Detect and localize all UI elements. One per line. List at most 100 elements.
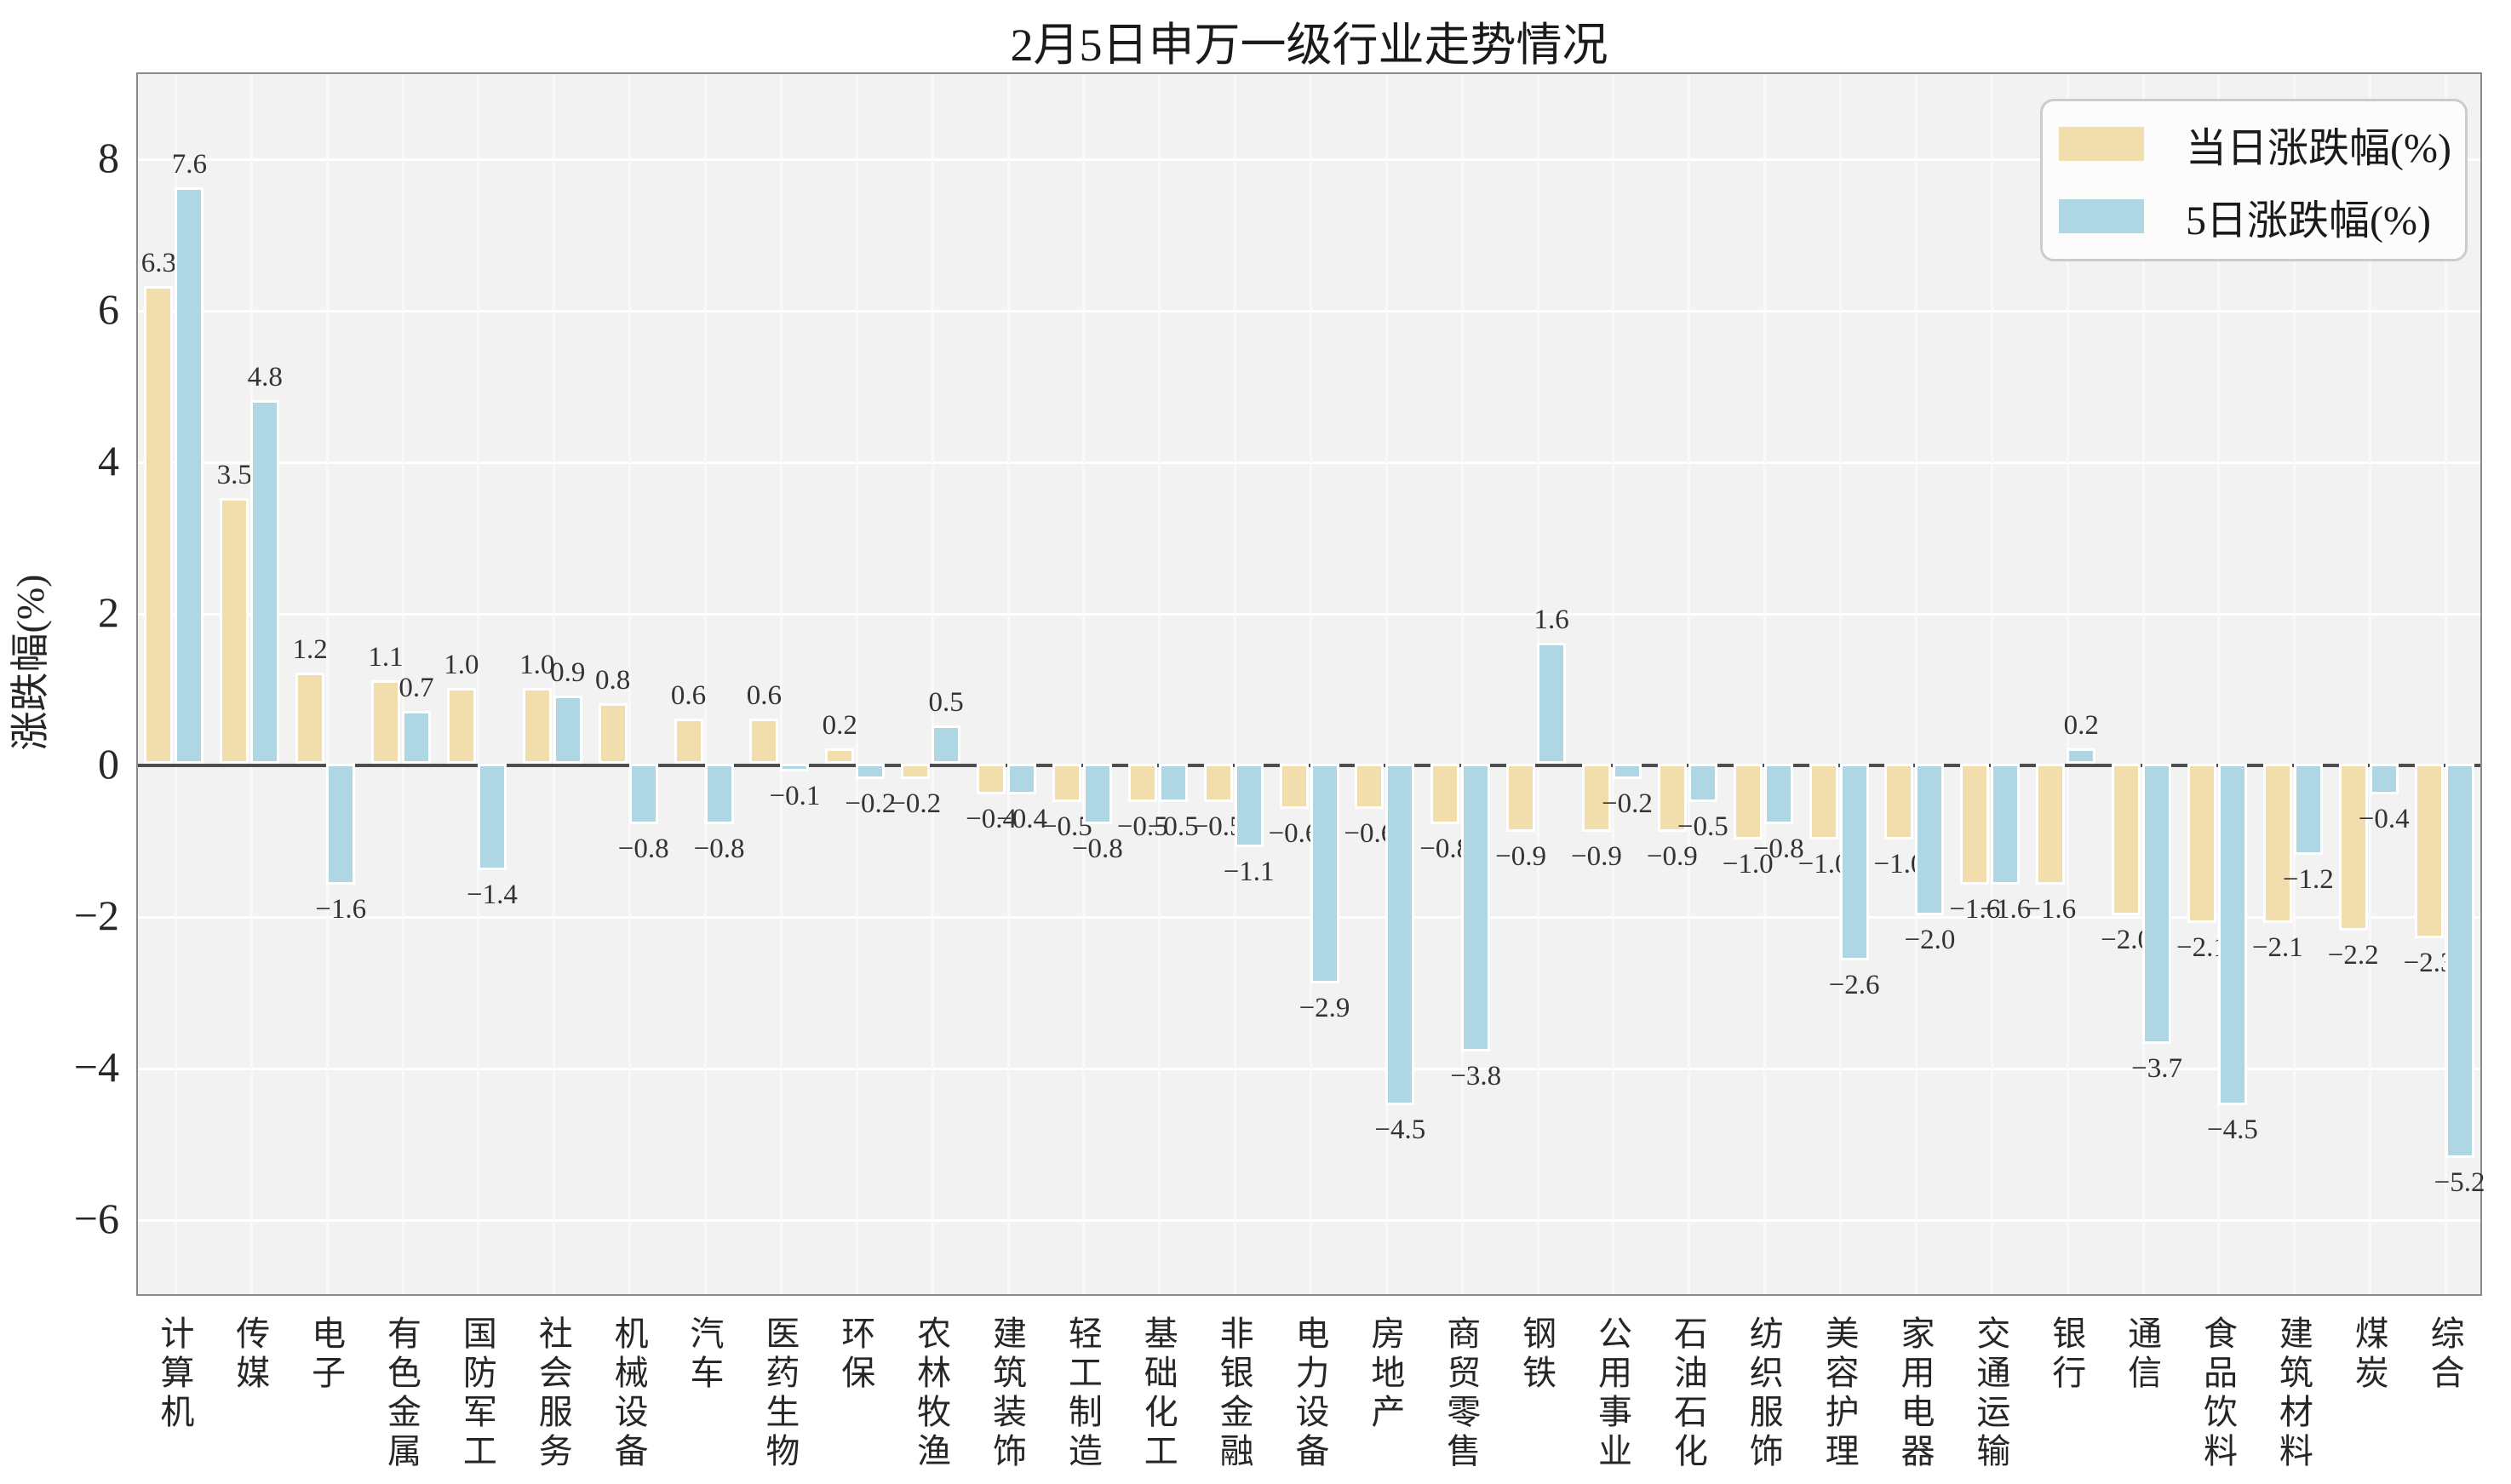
bar-daily-机械设备 — [598, 702, 628, 764]
bar-daily-食品饮料 — [2187, 763, 2216, 923]
bar-daily-建筑装饰 — [977, 763, 1006, 794]
x-tick-label: 非银金融 — [1214, 1315, 1253, 1472]
bar-daily-交通运输 — [1960, 763, 1990, 885]
value-label: 1.2 — [292, 634, 328, 666]
bar-daily-纺织服饰 — [1733, 763, 1763, 840]
bar-5day-商贸零售 — [1461, 763, 1491, 1052]
y-tick-label: −6 — [73, 1195, 119, 1243]
value-label: −2.0 — [1904, 925, 1956, 956]
gridline-horizontal — [138, 1219, 2480, 1223]
value-label: −0.5 — [1116, 811, 1168, 842]
bar-daily-房地产 — [1355, 763, 1384, 810]
x-tick-label: 食品饮料 — [2198, 1315, 2237, 1472]
gridline-vertical — [1310, 74, 1312, 1294]
bar-5day-农林牧渔 — [932, 725, 961, 764]
value-label: 4.8 — [247, 361, 283, 392]
value-label: 0.2 — [2063, 710, 2099, 742]
value-label: 3.5 — [216, 460, 252, 491]
bar-daily-农林牧渔 — [901, 763, 931, 779]
bar-daily-电子 — [295, 673, 325, 764]
bar-5day-社会服务 — [553, 695, 582, 764]
bar-5day-纺织服饰 — [1763, 763, 1793, 825]
bar-5day-传媒 — [250, 399, 280, 764]
gridline-vertical — [477, 74, 480, 1294]
legend-label-5day: 5日涨跌幅(%) — [2186, 198, 2431, 244]
bar-5day-银行 — [2067, 748, 2096, 764]
x-tick-label: 基础化工 — [1138, 1315, 1178, 1472]
bar-5day-有色金属 — [402, 710, 432, 764]
value-label: −2.3 — [2403, 947, 2455, 978]
value-label: 0.9 — [550, 656, 586, 688]
bar-5day-钢铁 — [1537, 642, 1567, 764]
value-label: −1.2 — [2282, 863, 2334, 895]
bar-daily-轻工制造 — [1052, 763, 1081, 802]
value-label: −1.0 — [1722, 849, 1774, 880]
value-label: 1.1 — [368, 642, 404, 673]
bar-5day-基础化工 — [1158, 763, 1188, 802]
gridline-vertical — [325, 74, 329, 1294]
value-label: 6.3 — [140, 248, 177, 279]
bar-5day-交通运输 — [1991, 763, 2021, 885]
value-label: −0.2 — [1602, 788, 1653, 819]
x-tick-label: 医药生物 — [760, 1315, 800, 1472]
x-tick-label: 建筑装饰 — [988, 1315, 1027, 1472]
gridline-horizontal — [138, 1068, 2480, 1071]
x-tick-label: 纺织服饰 — [1744, 1315, 1783, 1472]
bar-5day-汽车 — [704, 763, 734, 825]
value-label: −0.4 — [996, 803, 1047, 834]
gridline-vertical — [2369, 74, 2372, 1294]
value-label: −0.8 — [617, 834, 669, 865]
value-label: −0.8 — [693, 834, 745, 865]
value-label: −3.7 — [2131, 1053, 2183, 1085]
bar-daily-医药生物 — [749, 718, 779, 764]
value-label: 0.6 — [670, 679, 707, 711]
x-tick-label: 石油石化 — [1668, 1315, 1707, 1472]
gridline-horizontal — [138, 158, 2480, 161]
x-tick-label: 煤炭 — [2349, 1315, 2388, 1394]
value-label: −2.6 — [1828, 970, 1880, 1001]
value-label: −0.2 — [890, 788, 942, 819]
value-label: −0.8 — [1752, 834, 1804, 865]
value-label: −0.5 — [1677, 811, 1728, 842]
value-label: −2.2 — [2327, 939, 2379, 971]
x-tick-label: 农林牧渔 — [912, 1315, 951, 1472]
gridline-vertical — [1384, 74, 1388, 1294]
y-tick-label: −2 — [73, 891, 119, 940]
bar-5day-美容护理 — [1839, 763, 1869, 961]
x-tick-label: 电子 — [307, 1315, 346, 1394]
bar-daily-非银金融 — [1203, 763, 1233, 802]
value-label: −0.9 — [1571, 841, 1622, 873]
x-tick-label: 交通运输 — [1971, 1315, 2010, 1472]
gridline-vertical — [704, 74, 708, 1294]
value-label: 1.6 — [1534, 604, 1569, 635]
bar-5day-电力设备 — [1310, 763, 1339, 984]
gridline-vertical — [1688, 74, 1691, 1294]
value-label: −2.9 — [1298, 993, 1350, 1024]
gridline-vertical — [931, 74, 934, 1294]
bar-5day-综合 — [2445, 763, 2474, 1158]
gridline-vertical — [1839, 74, 1843, 1294]
bar-5day-通信 — [2142, 763, 2172, 1045]
x-tick-label: 国防军工 — [457, 1315, 496, 1472]
x-tick-label: 钢铁 — [1517, 1315, 1556, 1394]
value-label: −4.5 — [2207, 1114, 2258, 1145]
bar-daily-环保 — [825, 748, 855, 764]
value-label: 0.7 — [398, 672, 434, 703]
value-label: −1.6 — [315, 894, 367, 925]
x-tick-label: 计算机 — [155, 1315, 194, 1433]
legend-label-daily: 当日涨跌幅(%) — [2186, 126, 2451, 171]
value-label: 1.0 — [444, 649, 479, 680]
legend: 当日涨跌幅(%) 5日涨跌幅(%) — [2040, 99, 2468, 261]
gridline-vertical — [2066, 74, 2069, 1294]
value-label: −0.4 — [2358, 803, 2410, 834]
x-tick-label: 商贸零售 — [1442, 1315, 1481, 1472]
bar-5day-食品饮料 — [2217, 763, 2247, 1105]
gridline-vertical — [1460, 74, 1464, 1294]
x-tick-label: 家用电器 — [1895, 1315, 1935, 1472]
value-label: −1.6 — [1980, 894, 2032, 925]
value-label: −1.4 — [466, 879, 518, 910]
y-tick-label: 0 — [98, 739, 119, 788]
y-tick-label: 2 — [98, 587, 119, 636]
gridline-vertical — [1990, 74, 1993, 1294]
